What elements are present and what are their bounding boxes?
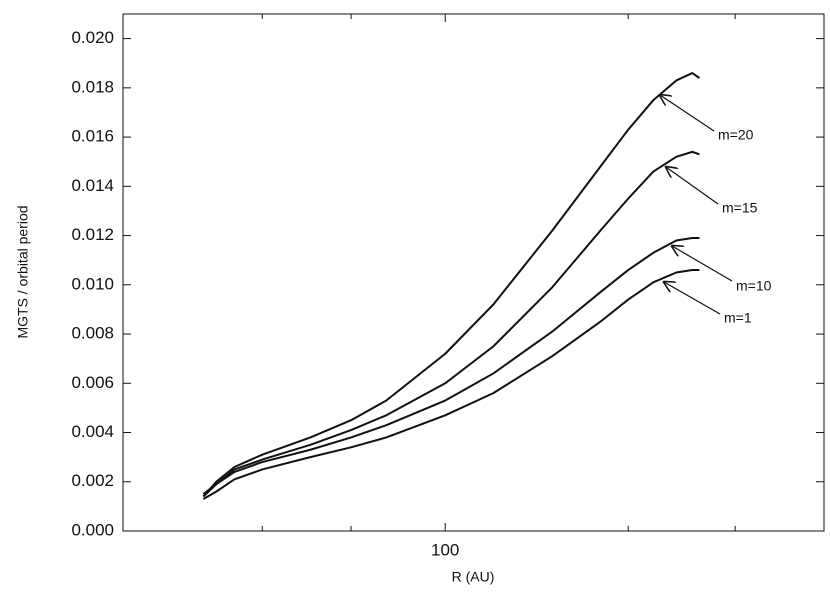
series-label: m=10 [736,278,772,294]
line-series [202,150,700,498]
series-label: m=20 [718,127,754,143]
annotation-arrow [660,95,715,132]
y-tick-label: 0.012 [71,225,114,244]
y-tick-label: 0.006 [71,373,114,392]
series-label: m=1 [724,310,752,326]
annotation-arrow [664,282,721,315]
y-tick-label: 0.002 [71,471,114,490]
y-tick-label: 0.020 [71,28,114,47]
line-series [202,269,700,500]
x-tick-label: 100 [431,540,459,559]
plot-frame [122,13,825,532]
y-axis-label: MGTS / orbital period [15,205,31,338]
y-tick-label: 0.016 [71,127,114,146]
y-tick-label: 0.010 [71,274,114,293]
y-tick-label: 0.008 [71,324,114,343]
line-series [202,72,701,498]
y-tick-label: 0.018 [71,77,114,96]
line-series [202,237,700,495]
series-label: m=15 [722,200,758,216]
x-axis-label: R (AU) [452,569,495,585]
annotation-arrow [672,246,733,282]
annotation-arrow [666,167,719,205]
y-tick-label: 0.000 [71,520,114,539]
y-tick-label: 0.014 [71,176,114,195]
y-tick-label: 0.004 [71,422,114,441]
